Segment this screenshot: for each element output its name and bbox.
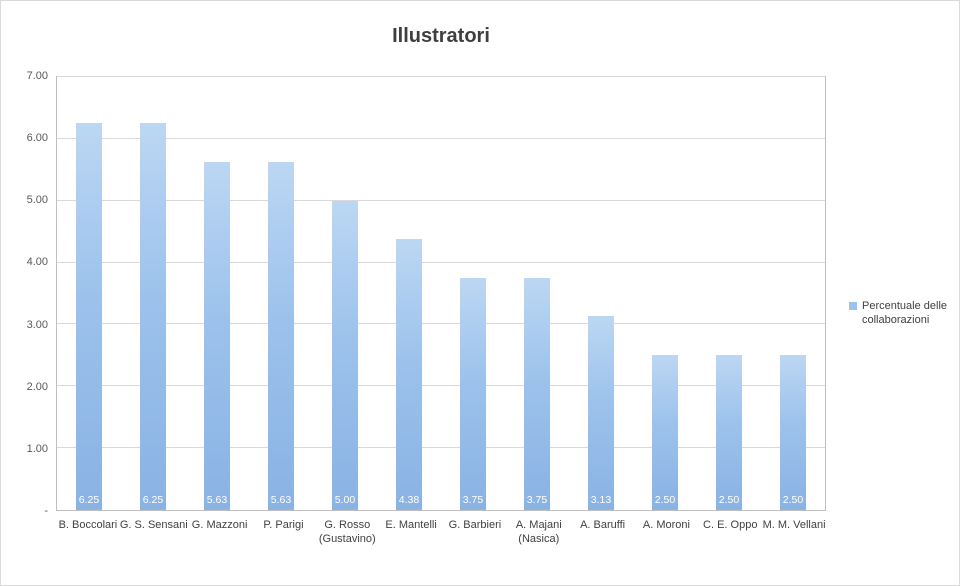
bar-slot: 5.63 [249,77,313,510]
bar-slot: 6.25 [121,77,185,510]
category-label: A. Majani (Nasica) [515,519,562,545]
bar-value-label: 2.50 [718,494,740,506]
gridline [57,261,825,263]
category-label: C. E. Oppo [703,519,758,531]
gridline [57,137,825,139]
gridline [57,199,825,201]
bar-value-label: 2.50 [654,494,676,506]
category-label: G. Barbieri [448,519,502,531]
bars: 6.25 6.25 5.63 5.63 5.00 4.38 3.75 3.75 3.13 2.50… [57,77,825,510]
bar-slot: 2.50 [761,77,825,510]
gridline [57,385,825,387]
bar-slot: 3.75 [441,77,505,510]
bar: 5.63 [268,161,294,510]
chart-title: Illustratori [392,25,490,47]
bar: 2.50 [716,355,742,510]
bar-value-label: 6.25 [78,494,100,506]
bar-slot: 5.63 [185,77,249,510]
bar: 5.63 [204,161,230,510]
bar-value-label: 5.63 [206,494,228,506]
bar: 3.13 [588,316,614,510]
y-tick-label: - [44,505,48,517]
bar-value-label: 6.25 [142,494,164,506]
bar-slot: 4.38 [377,77,441,510]
bar-slot: 2.50 [633,77,697,510]
category-label: A. Moroni [642,519,690,531]
legend-label: Percentuale delle collaborazioni [862,300,948,326]
bar: 2.50 [780,355,806,510]
legend-swatch-icon [849,302,857,310]
y-tick-label: 4.00 [26,256,48,269]
gridline [57,447,825,449]
y-tick-label: 5.00 [26,194,48,207]
category-label: G. Mazzoni [191,519,248,531]
bar-value-label: 3.75 [462,494,484,506]
y-tick-label: 2.00 [26,380,48,393]
bar: 3.75 [524,278,550,510]
category-label: G. S. Sensani [119,519,188,531]
bar-value-label: 4.38 [398,494,420,506]
category-label: B. Boccolari [58,519,118,531]
bar-value-label: 5.00 [334,494,356,506]
category-label: G. Rosso (Gustavino) [318,519,376,545]
y-tick-label: 7.00 [26,70,48,82]
y-tick-label: 3.00 [26,318,48,331]
gridline [57,76,825,77]
bar-slot: 5.00 [313,77,377,510]
bar-slot: 6.25 [57,77,121,510]
category-label: A. Baruffi [580,519,626,531]
bar-value-label: 5.63 [270,494,292,506]
bar: 2.50 [652,355,678,510]
bar-value-label: 3.75 [526,494,548,506]
bar-slot: 2.50 [697,77,761,510]
bar-slot: 3.75 [505,77,569,510]
category-label: E. Mantelli [385,519,437,531]
bar-value-label: 2.50 [782,494,804,506]
bar: 3.75 [460,278,486,510]
y-tick-label: 1.00 [26,442,48,455]
bar-value-label: 3.13 [590,494,612,506]
bar: 5.00 [332,200,358,510]
legend: Percentuale delle collaborazioni [849,299,955,327]
gridline [57,323,825,325]
bar: 4.38 [396,239,422,510]
plot-area: 6.25 6.25 5.63 5.63 5.00 4.38 3.75 3.75 3.13 2.50… [56,76,826,511]
y-axis: - 1.00 2.00 3.00 4.00 5.00 6.00 7.00 [1,70,48,517]
y-tick-label: 6.00 [26,132,48,145]
x-axis-labels: B. Boccolari G. S. Sensani G. Mazzoni P. Pa… [56,518,826,546]
bar-slot: 3.13 [569,77,633,510]
category-label: P. Parigi [263,519,304,531]
bar: 6.25 [140,123,166,510]
gridlines [57,76,825,510]
category-label: M. M. Vellani [762,519,826,531]
bar: 6.25 [76,123,102,510]
